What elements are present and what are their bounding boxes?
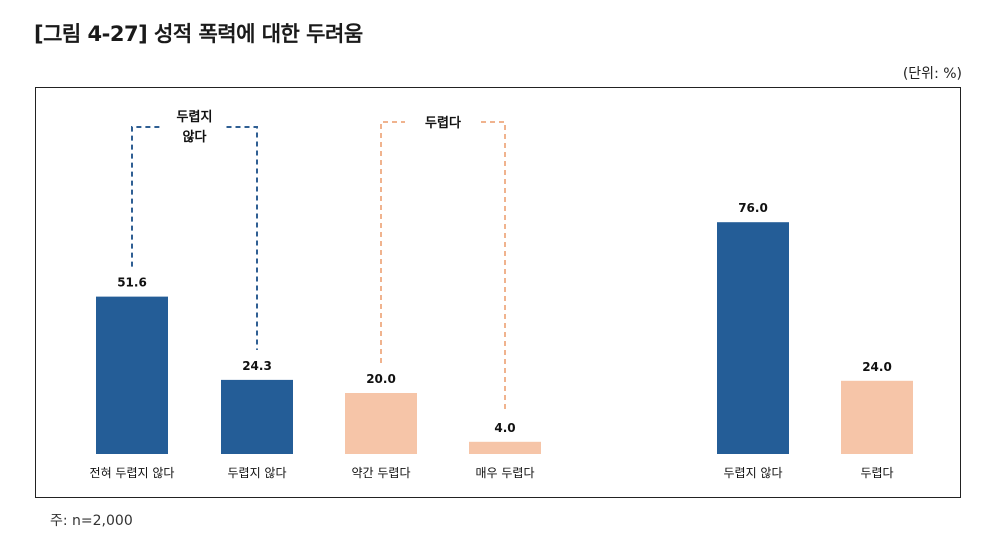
category-label-detail-1: 두렵지 않다 — [227, 466, 286, 480]
bar-detail-3 — [469, 441, 541, 454]
value-label-summary-0: 76.0 — [738, 201, 768, 215]
bracket-line-1 — [380, 121, 506, 412]
bar-detail-2 — [345, 393, 417, 454]
category-label-summary-0: 두렵지 않다 — [723, 466, 782, 480]
category-label-detail-3: 매우 두렵다 — [475, 466, 534, 480]
bar-detail-1 — [221, 379, 293, 454]
category-label-detail-2: 약간 두렵다 — [351, 465, 410, 480]
value-label-summary-1: 24.0 — [862, 360, 892, 374]
bar-summary-0 — [717, 222, 789, 454]
bracket-label-0-0: 두렵지 — [177, 110, 213, 125]
category-label-summary-1: 두렵다 — [860, 466, 893, 480]
value-label-detail-1: 24.3 — [242, 359, 272, 373]
bracket-label-0-1: 않다 — [183, 129, 207, 145]
chart-title: [그림 4-27] 성적 폭력에 대한 두려움 — [34, 22, 363, 46]
value-label-detail-3: 4.0 — [494, 421, 515, 435]
footnote: 주: n=2,000 — [50, 513, 133, 529]
bar-detail-0 — [96, 296, 168, 454]
bracket-label-1-0: 두렵다 — [425, 115, 461, 131]
bar-summary-1 — [841, 380, 913, 454]
value-label-detail-2: 20.0 — [366, 372, 396, 386]
unit-label: (단위: %) — [902, 66, 962, 82]
value-label-detail-0: 51.6 — [117, 276, 147, 290]
chart-frame — [35, 87, 961, 498]
category-label-detail-0: 전혀 두렵지 않다 — [90, 466, 175, 480]
bracket-line-0 — [131, 126, 258, 350]
